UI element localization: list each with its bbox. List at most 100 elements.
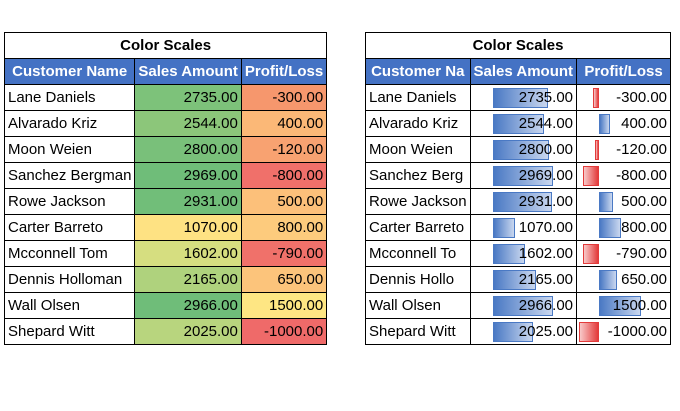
- sales-value: 2800.00: [518, 141, 574, 158]
- sales-amount-cell[interactable]: 2165.00: [134, 266, 242, 293]
- sales-amount-cell[interactable]: 2931.00: [134, 188, 242, 215]
- profit-loss-cell[interactable]: 800.00: [576, 214, 672, 241]
- profit-loss-cell[interactable]: -790.00: [240, 240, 328, 267]
- customer-name-cell[interactable]: Carter Barreto: [365, 214, 471, 241]
- table-row[interactable]: Mcconnell To 1602.00 -790.00: [365, 240, 672, 267]
- table-row[interactable]: Mcconnell Tom 1602.00 -790.00: [3, 240, 328, 267]
- sales-amount-cell[interactable]: 2025.00: [469, 318, 578, 345]
- profit-loss-cell[interactable]: -790.00: [576, 240, 672, 267]
- table-row[interactable]: Wall Olsen 2966.00 1500.00: [3, 292, 328, 319]
- table-row[interactable]: Rowe Jackson 2931.00 500.00: [3, 188, 328, 215]
- sales-data-bar: [492, 140, 549, 160]
- header-profit-loss[interactable]: Profit/Loss: [576, 58, 672, 85]
- customer-name-cell[interactable]: Dennis Hollo: [365, 266, 471, 293]
- profit-data-bar: [583, 166, 600, 186]
- profit-loss-cell[interactable]: -800.00: [576, 162, 672, 189]
- table-row[interactable]: Carter Barreto 1070.00 800.00: [3, 214, 328, 241]
- sales-amount-cell[interactable]: 2544.00: [469, 110, 578, 137]
- customer-name-cell[interactable]: Lane Daniels: [3, 84, 136, 111]
- table-row[interactable]: Dennis Holloman 2165.00 650.00: [3, 266, 328, 293]
- sales-amount-cell[interactable]: 1070.00: [469, 214, 578, 241]
- profit-data-bar: [599, 296, 642, 316]
- sales-amount-cell[interactable]: 2969.00: [469, 162, 578, 189]
- sales-amount-cell[interactable]: 2931.00: [469, 188, 578, 215]
- profit-loss-cell[interactable]: -1000.00: [576, 318, 672, 345]
- table-row[interactable]: Sanchez Bergman 2969.00 -800.00: [3, 162, 328, 189]
- sales-value: 2735.00: [518, 89, 574, 106]
- customer-name-cell[interactable]: Rowe Jackson: [3, 188, 136, 215]
- table-row[interactable]: Alvarado Kriz 2544.00 400.00: [365, 110, 672, 137]
- table-row[interactable]: Rowe Jackson 2931.00 500.00: [365, 188, 672, 215]
- profit-loss-cell[interactable]: -800.00: [240, 162, 328, 189]
- sales-amount-cell[interactable]: 2165.00: [469, 266, 578, 293]
- profit-loss-cell[interactable]: 650.00: [240, 266, 328, 293]
- profit-data-bar: [599, 218, 622, 238]
- customer-name-cell[interactable]: Wall Olsen: [365, 292, 471, 319]
- profit-value: -1000.00: [607, 323, 668, 340]
- customer-name-cell[interactable]: Sanchez Bergman: [3, 162, 136, 189]
- sales-amount-cell[interactable]: 2969.00: [134, 162, 242, 189]
- sales-amount-cell[interactable]: 2966.00: [134, 292, 242, 319]
- table-row[interactable]: Carter Barreto 1070.00 800.00: [365, 214, 672, 241]
- sales-amount-cell[interactable]: 2544.00: [134, 110, 242, 137]
- table-row[interactable]: Dennis Hollo 2165.00 650.00: [365, 266, 672, 293]
- customer-name-cell[interactable]: Carter Barreto: [3, 214, 136, 241]
- customer-name-cell[interactable]: Dennis Holloman: [3, 266, 136, 293]
- header-customer-name[interactable]: Customer Na: [365, 58, 471, 85]
- header-customer-name[interactable]: Customer Name: [3, 58, 136, 85]
- customer-name-cell[interactable]: Mcconnell Tom: [3, 240, 136, 267]
- table-row[interactable]: Moon Weien 2800.00 -120.00: [3, 136, 328, 163]
- profit-loss-cell[interactable]: 500.00: [576, 188, 672, 215]
- table-row[interactable]: Lane Daniels 2735.00 -300.00: [365, 84, 672, 111]
- profit-loss-cell[interactable]: 1500.00: [240, 292, 328, 319]
- sales-amount-cell[interactable]: 2025.00: [134, 318, 242, 345]
- table-row[interactable]: Shepard Witt 2025.00 -1000.00: [365, 318, 672, 345]
- profit-loss-cell[interactable]: 400.00: [240, 110, 328, 137]
- profit-data-bar: [599, 270, 618, 290]
- profit-loss-cell[interactable]: 1500.00: [576, 292, 672, 319]
- customer-name-cell[interactable]: Sanchez Berg: [365, 162, 471, 189]
- sales-amount-cell[interactable]: 2966.00: [469, 292, 578, 319]
- table-row[interactable]: Shepard Witt 2025.00 -1000.00: [3, 318, 328, 345]
- customer-name-cell[interactable]: Wall Olsen: [3, 292, 136, 319]
- profit-loss-cell[interactable]: 500.00: [240, 188, 328, 215]
- sales-value: 2544.00: [518, 115, 574, 132]
- profit-data-bar: [595, 140, 600, 160]
- profit-data-bar: [583, 244, 600, 264]
- sales-amount-cell[interactable]: 2800.00: [469, 136, 578, 163]
- table-row[interactable]: Lane Daniels 2735.00 -300.00: [3, 84, 328, 111]
- table-row[interactable]: Wall Olsen 2966.00 1500.00: [365, 292, 672, 319]
- header-profit-loss[interactable]: Profit/Loss: [240, 58, 328, 85]
- header-sales-amount[interactable]: Sales Amount: [469, 58, 578, 85]
- customer-name-cell[interactable]: Alvarado Kriz: [3, 110, 136, 137]
- profit-loss-cell[interactable]: -1000.00: [240, 318, 328, 345]
- customer-name-cell[interactable]: Shepard Witt: [3, 318, 136, 345]
- customer-name-cell[interactable]: Alvarado Kriz: [365, 110, 471, 137]
- profit-loss-cell[interactable]: -120.00: [240, 136, 328, 163]
- table-title: Color Scales: [364, 32, 672, 59]
- customer-name-cell[interactable]: Lane Daniels: [365, 84, 471, 111]
- profit-value: 1500.00: [612, 297, 668, 314]
- profit-loss-cell[interactable]: 650.00: [576, 266, 672, 293]
- profit-loss-cell[interactable]: 800.00: [240, 214, 328, 241]
- table-row[interactable]: Moon Weien 2800.00 -120.00: [365, 136, 672, 163]
- profit-loss-cell[interactable]: -300.00: [240, 84, 328, 111]
- customer-name-cell[interactable]: Shepard Witt: [365, 318, 471, 345]
- table-row[interactable]: Alvarado Kriz 2544.00 400.00: [3, 110, 328, 137]
- sales-amount-cell[interactable]: 1602.00: [134, 240, 242, 267]
- header-sales-amount[interactable]: Sales Amount: [134, 58, 242, 85]
- customer-name-cell[interactable]: Moon Weien: [365, 136, 471, 163]
- profit-value: -790.00: [616, 245, 668, 262]
- sales-amount-cell[interactable]: 2735.00: [469, 84, 578, 111]
- profit-loss-cell[interactable]: -300.00: [576, 84, 672, 111]
- sales-amount-cell[interactable]: 2735.00: [134, 84, 242, 111]
- sales-amount-cell[interactable]: 1602.00: [469, 240, 578, 267]
- customer-name-cell[interactable]: Moon Weien: [3, 136, 136, 163]
- customer-name-cell[interactable]: Mcconnell To: [365, 240, 471, 267]
- sales-amount-cell[interactable]: 1070.00: [134, 214, 242, 241]
- profit-loss-cell[interactable]: 400.00: [576, 110, 672, 137]
- table-row[interactable]: Sanchez Berg 2969.00 -800.00: [365, 162, 672, 189]
- profit-loss-cell[interactable]: -120.00: [576, 136, 672, 163]
- customer-name-cell[interactable]: Rowe Jackson: [365, 188, 471, 215]
- sales-amount-cell[interactable]: 2800.00: [134, 136, 242, 163]
